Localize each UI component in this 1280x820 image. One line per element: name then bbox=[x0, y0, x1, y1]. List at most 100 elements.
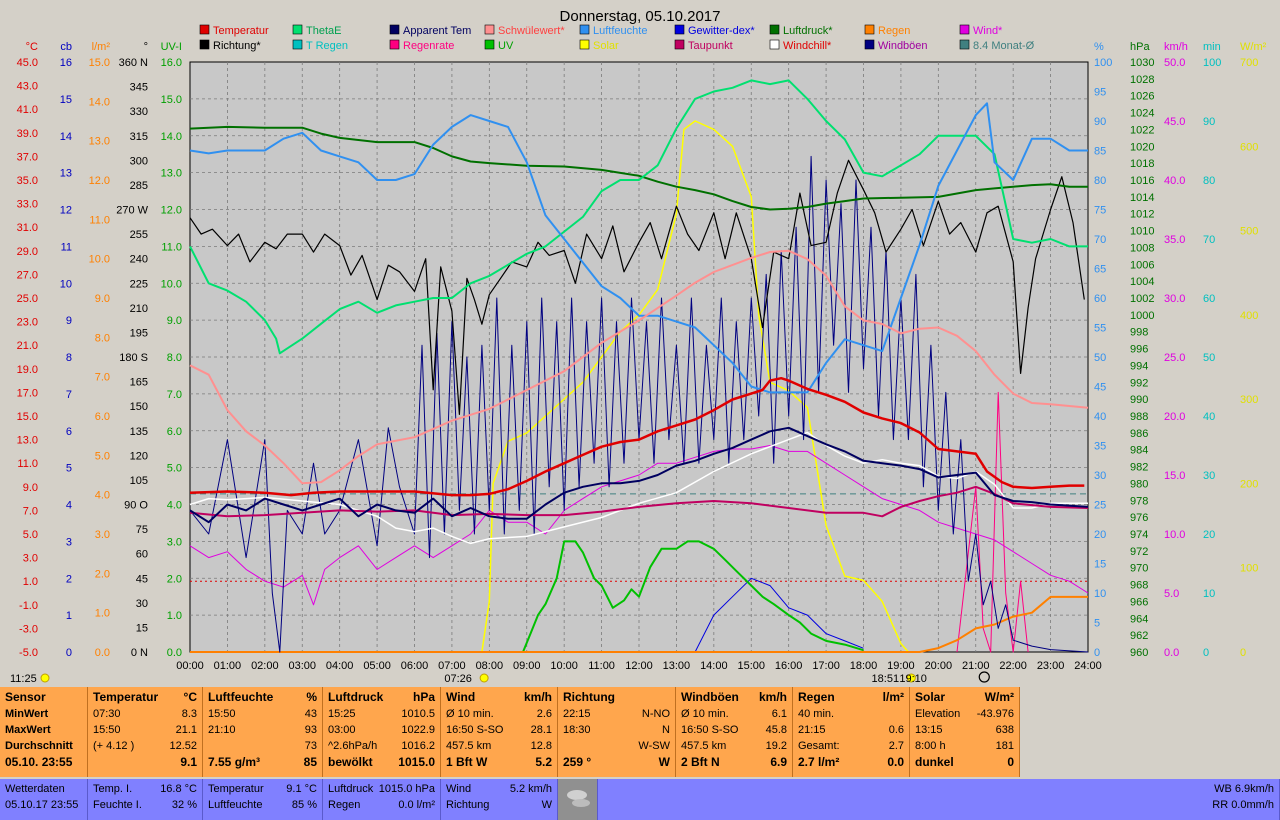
x-tick-label: 20:00 bbox=[925, 660, 953, 672]
row-label: 21:10 bbox=[208, 724, 236, 736]
row-value: 28.1 bbox=[530, 724, 552, 736]
axis-tick-label: 3.0 bbox=[95, 529, 110, 541]
footer-wb-rr: WB 6.9km/h RR 0.0mm/h bbox=[598, 779, 1280, 820]
axis-tick-label: 195 bbox=[130, 327, 148, 339]
axis-tick-label: 600 bbox=[1240, 141, 1258, 153]
legend-swatch bbox=[389, 24, 400, 35]
panel-row: 9.1 bbox=[93, 754, 197, 770]
panel-row: MaxWert bbox=[5, 722, 82, 738]
axis-tick-label: 8.0 bbox=[95, 332, 110, 344]
axis-tick-label: 120 bbox=[130, 450, 148, 462]
row-value: 1015.0 bbox=[398, 755, 435, 769]
panel-row: MinWert bbox=[5, 706, 82, 722]
row-value: 45.8 bbox=[765, 724, 787, 736]
axis-tick-label: 11.0 bbox=[161, 241, 182, 253]
axis-tick-label: 15 bbox=[60, 94, 72, 106]
legend-swatch bbox=[389, 39, 400, 50]
current-values-bar: Wetterdaten 05.10.17 23:55 Temp. I. 16.8 °C… bbox=[0, 779, 1280, 820]
footer-row: Richtung W bbox=[446, 797, 552, 813]
legend-label: Schwülewert* bbox=[498, 25, 565, 37]
footer-current-temp: Temperatur 9.1 °C Luftfeuchte 85 % bbox=[203, 779, 323, 820]
axis-tick-label: 37.0 bbox=[17, 151, 38, 163]
panel-title: Regen bbox=[798, 690, 835, 704]
panel-row: Elevation -43.976 bbox=[915, 706, 1014, 722]
axis-tick-label: 15.0 bbox=[17, 411, 38, 423]
legend-label: Apparent Tem bbox=[403, 25, 471, 37]
legend-label: Wind* bbox=[973, 25, 1003, 37]
row-label: 15:50 bbox=[208, 708, 236, 720]
footer-row: Regen 0.0 l/m² bbox=[328, 797, 435, 813]
series-line bbox=[189, 426, 1089, 524]
right-axes: %100959085807570656055504540353025201510… bbox=[1094, 41, 1267, 659]
row-label: bewölkt bbox=[328, 755, 373, 769]
panel-row: 13:15 638 bbox=[915, 722, 1014, 738]
axis-tick-label: 990 bbox=[1130, 394, 1148, 406]
panel-unit: km/h bbox=[523, 690, 552, 704]
axis-tick-label: 21.0 bbox=[17, 340, 38, 352]
axis-tick-label: 11.0 bbox=[17, 458, 38, 470]
axis-tick-label: 976 bbox=[1130, 512, 1148, 524]
legend-swatch bbox=[199, 39, 210, 50]
axis-tick-label: 12 bbox=[60, 205, 72, 217]
axis-tick-label: 20.0 bbox=[1164, 411, 1185, 423]
axis-tick-label: 10.0 bbox=[161, 278, 182, 290]
axis-tick-label: 1030 bbox=[1130, 57, 1154, 69]
weather-chart: Donnerstag, 05.10.2017 Temperatur Richtun… bbox=[10, 8, 1267, 685]
axis-tick-label: 1018 bbox=[1130, 158, 1154, 170]
axis-tick-label: 16 bbox=[60, 57, 72, 69]
axis-tick-label: 400 bbox=[1240, 310, 1258, 322]
row-label: 15:50 bbox=[93, 724, 121, 736]
moon-icon bbox=[978, 671, 990, 683]
axis-tick-label: 50 bbox=[1203, 352, 1215, 364]
axis-tick-label: 19.0 bbox=[17, 364, 38, 376]
left-axes: °C45.043.041.039.037.035.033.031.029.027… bbox=[17, 41, 182, 659]
footer-value: 0.0 l/m² bbox=[398, 799, 435, 811]
axis-tick-label: 968 bbox=[1130, 580, 1148, 592]
panel-header: Luftfeuchte% bbox=[208, 690, 317, 704]
axis-tick-label: 4 bbox=[66, 500, 72, 512]
axis-tick-label: 17.0 bbox=[17, 387, 38, 399]
series-line bbox=[189, 376, 1085, 497]
panel-wind: Wind km/h Ø 10 min. 2.6 16:50 S-SO 28.1 457.5 … bbox=[441, 687, 558, 777]
axis-tick-label: 165 bbox=[130, 377, 148, 389]
axis-tick-label: 29.0 bbox=[17, 246, 38, 258]
moon-time-label: 19:10 bbox=[899, 673, 927, 685]
axis-tick-label: 1000 bbox=[1130, 310, 1154, 322]
axis-unit-label: °C bbox=[26, 41, 38, 53]
row-value: 93 bbox=[304, 724, 317, 736]
footer-value: RR 0.0mm/h bbox=[1212, 799, 1274, 811]
axis-tick-label: 1.0 bbox=[167, 610, 182, 622]
panel-richtung: Richtung 22:15 N-NO 18:30 N W-SW 259 ° W bbox=[558, 687, 676, 777]
axis-tick-label: 50 bbox=[1094, 352, 1106, 364]
panel-header: Luftdruck hPa bbox=[328, 690, 435, 704]
row-label: 8:00 h bbox=[915, 740, 946, 752]
footer-value: 32 % bbox=[171, 799, 197, 811]
row-label: dunkel bbox=[915, 755, 954, 769]
panel-header: Temperatur °C bbox=[93, 690, 197, 704]
panel-unit: °C bbox=[183, 690, 197, 704]
axis-tick-label: 33.0 bbox=[17, 199, 38, 211]
panel-luftdruck: Luftdruck hPa 15:25 1010.5 03:00 1022.9 ^2.6hP… bbox=[323, 687, 441, 777]
axis-tick-label: 12.0 bbox=[161, 205, 182, 217]
legend-swatch bbox=[484, 39, 495, 50]
cloud-icon bbox=[567, 790, 590, 807]
axis-tick-label: 75 bbox=[136, 524, 148, 536]
footer-current-wind: Wind 5.2 km/h Richtung W bbox=[441, 779, 558, 820]
row-label: 16:50 S-SO bbox=[681, 724, 739, 736]
footer-value: 16.8 °C bbox=[160, 783, 197, 795]
axis-tick-label: 15 bbox=[136, 622, 148, 634]
axis-tick-label: 964 bbox=[1130, 613, 1148, 625]
row-value: -43.976 bbox=[976, 708, 1014, 720]
panel-title: Wind bbox=[446, 690, 476, 704]
legend-label: Temperatur bbox=[213, 25, 269, 37]
axis-tick-label: 135 bbox=[130, 426, 148, 438]
axis-tick-label: 1.0 bbox=[23, 576, 38, 588]
axis-tick-label: 60 bbox=[136, 549, 148, 561]
axis-tick-label: 7.0 bbox=[95, 372, 110, 384]
axis-tick-label: 6.0 bbox=[167, 426, 182, 438]
legend-swatch bbox=[864, 39, 875, 50]
row-label: 2 Bft N bbox=[681, 755, 720, 769]
panel-header: Wind km/h bbox=[446, 690, 552, 704]
legend-label: Regenrate bbox=[403, 40, 454, 52]
x-tick-label: 10:00 bbox=[550, 660, 578, 672]
